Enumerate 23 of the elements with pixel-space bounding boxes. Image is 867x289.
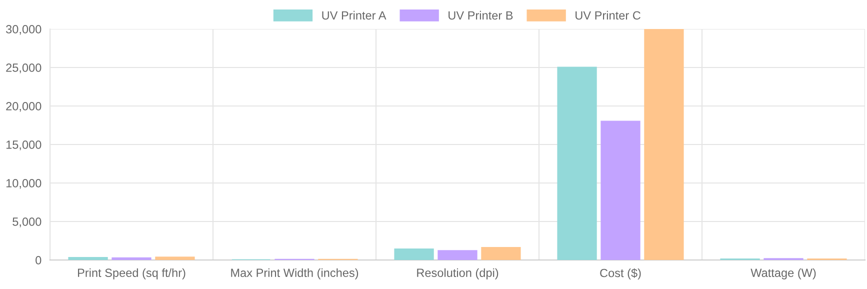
y-tick-label: 0 xyxy=(36,256,42,264)
bar xyxy=(481,246,521,260)
y-tick-label: 15,000 xyxy=(6,140,42,150)
y-tick-label: 20,000 xyxy=(6,102,42,112)
y-tick-label: 5,000 xyxy=(12,218,42,228)
bar xyxy=(68,256,108,260)
x-tick-label: Max Print Width (inches) xyxy=(231,268,358,280)
legend-label: UV Printer C xyxy=(576,10,640,20)
bar xyxy=(155,256,195,260)
x-tick-label: Cost ($) xyxy=(600,268,641,280)
y-tick-label: 25,000 xyxy=(6,64,42,74)
y-tick-label: 30,000 xyxy=(6,25,42,35)
x-tick-label: Print Speed (sq ft/hr) xyxy=(78,268,186,280)
x-tick-label: Resolution (dpi) xyxy=(417,268,498,280)
bar xyxy=(394,248,434,260)
legend-label: UV Printer A xyxy=(322,10,386,20)
y-tick-label: 10,000 xyxy=(6,179,42,189)
bar xyxy=(644,29,684,260)
bar xyxy=(600,120,640,260)
legend-label: UV Printer B xyxy=(448,10,513,20)
bar xyxy=(438,250,478,260)
x-tick-label: Wattage (W) xyxy=(750,268,816,280)
bar xyxy=(557,66,597,260)
